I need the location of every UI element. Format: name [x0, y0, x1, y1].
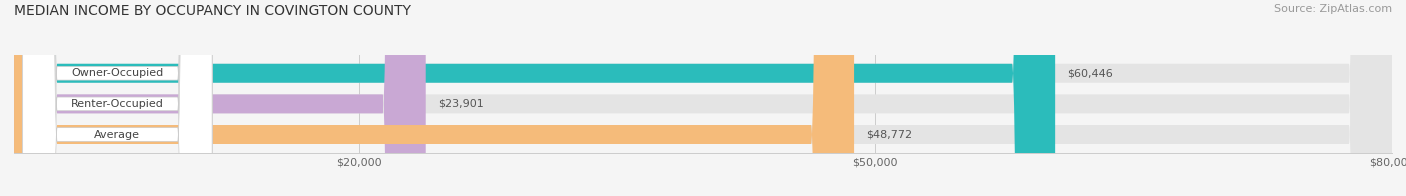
FancyBboxPatch shape	[22, 0, 212, 196]
FancyBboxPatch shape	[14, 0, 1392, 196]
Text: Source: ZipAtlas.com: Source: ZipAtlas.com	[1274, 4, 1392, 14]
Text: $48,772: $48,772	[866, 130, 912, 140]
Text: $60,446: $60,446	[1067, 68, 1114, 78]
Text: MEDIAN INCOME BY OCCUPANCY IN COVINGTON COUNTY: MEDIAN INCOME BY OCCUPANCY IN COVINGTON …	[14, 4, 411, 18]
FancyBboxPatch shape	[22, 0, 212, 196]
FancyBboxPatch shape	[14, 0, 853, 196]
FancyBboxPatch shape	[14, 0, 1392, 196]
Text: Renter-Occupied: Renter-Occupied	[70, 99, 165, 109]
Text: Average: Average	[94, 130, 141, 140]
FancyBboxPatch shape	[22, 0, 212, 196]
FancyBboxPatch shape	[14, 0, 1392, 196]
FancyBboxPatch shape	[14, 0, 426, 196]
Text: Owner-Occupied: Owner-Occupied	[72, 68, 163, 78]
FancyBboxPatch shape	[14, 0, 1054, 196]
Text: $23,901: $23,901	[437, 99, 484, 109]
